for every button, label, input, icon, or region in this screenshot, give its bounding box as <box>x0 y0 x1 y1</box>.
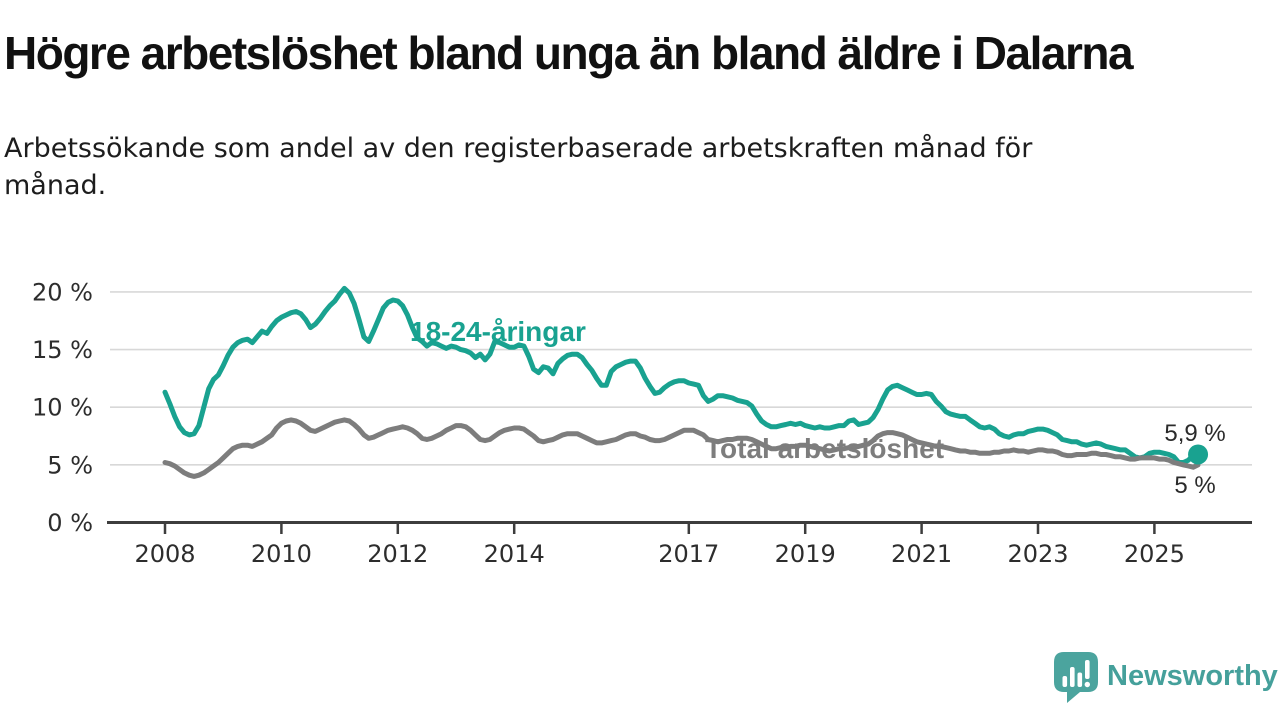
x-tick-label: 2008 <box>134 540 195 568</box>
y-tick-label: 15 % <box>32 336 93 364</box>
x-tick-label: 2019 <box>775 540 836 568</box>
series-line-total <box>162 417 1201 479</box>
end-value-label-youth: 5,9 % <box>1164 420 1225 447</box>
bar-chart-icon-bar1 <box>1062 676 1068 687</box>
end-value-label-total: 5 % <box>1174 472 1215 499</box>
y-tick-label: 20 % <box>32 278 93 306</box>
x-axis <box>107 521 1252 534</box>
exclamation-icon-dot <box>1084 681 1091 688</box>
series-label-youth: 18-24-åringar <box>410 316 586 347</box>
x-tick-label: 2017 <box>658 540 719 568</box>
series-line-youth <box>162 285 1201 465</box>
x-tick-label: 2023 <box>1007 540 1068 568</box>
x-tick-label: 2012 <box>367 540 428 568</box>
x-tick-label: 2010 <box>251 540 312 568</box>
exclamation-icon-bar <box>1085 660 1090 679</box>
x-tick-label: 2021 <box>891 540 952 568</box>
axis-labels: 2008 2010 2012 2014 2017 2019 2021 2023 2025 0 % 5… <box>32 278 1185 568</box>
gridlines <box>110 291 1252 466</box>
x-tick-label: 2025 <box>1124 540 1185 568</box>
bar-chart-icon-bar3 <box>1077 672 1083 687</box>
y-tick-label: 0 % <box>47 509 93 537</box>
speech-bubble-icon <box>1054 652 1098 703</box>
annotations: 18-24-åringar Total arbetslöshet 5,9 % 5 % <box>410 316 1226 499</box>
page-title: Högre arbetslöshet bland unga än bland ä… <box>4 27 1134 79</box>
subtitle-line-1: Arbetssökande som andel av den registerb… <box>4 133 1033 164</box>
newsworthy-logo: Newsworthy <box>1054 652 1278 703</box>
y-tick-label: 5 % <box>47 451 93 479</box>
series-label-total: Total arbetslöshet <box>705 433 944 464</box>
x-tick-label: 2014 <box>484 540 545 568</box>
bar-chart-icon-bar2 <box>1070 667 1075 687</box>
subtitle-line-2: månad. <box>4 170 107 201</box>
newsworthy-wordmark: Newsworthy <box>1107 660 1278 692</box>
series-end-dot-youth <box>1188 444 1209 465</box>
series-lines <box>162 285 1201 479</box>
y-tick-label: 10 % <box>32 394 93 422</box>
page-subtitle: Arbetssökande som andel av den registerb… <box>4 130 1224 204</box>
